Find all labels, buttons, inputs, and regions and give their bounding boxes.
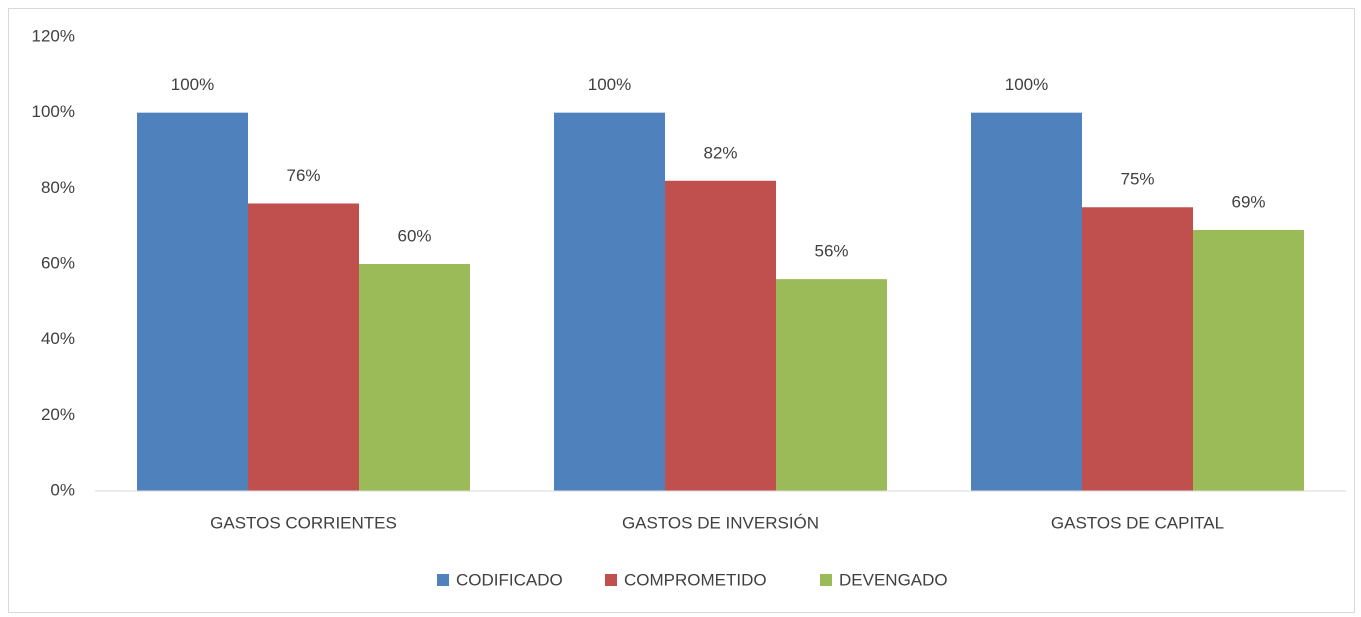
- y-tick-label: 40%: [41, 329, 75, 348]
- legend-swatch: [820, 574, 832, 586]
- legend-swatch: [605, 574, 617, 586]
- data-label: 75%: [1120, 170, 1154, 189]
- bar: [1193, 229, 1304, 491]
- bar: [665, 180, 776, 491]
- legend-label: COMPROMETIDO: [624, 570, 767, 589]
- x-tick-label: GASTOS CORRIENTES: [210, 513, 397, 532]
- bar: [971, 112, 1082, 492]
- data-label: 100%: [1005, 75, 1048, 94]
- legend-label: DEVENGADO: [839, 570, 948, 589]
- bar: [554, 112, 665, 492]
- y-tick-label: 20%: [41, 405, 75, 424]
- bar: [137, 112, 248, 492]
- y-tick-label: 60%: [41, 253, 75, 272]
- legend-swatch: [437, 574, 449, 586]
- data-label: 60%: [397, 226, 431, 245]
- y-tick-label: 80%: [41, 178, 75, 197]
- data-label: 82%: [703, 143, 737, 162]
- y-tick-label: 0%: [50, 480, 75, 499]
- bar: [776, 279, 887, 491]
- bar: [359, 264, 470, 491]
- legend-label: CODIFICADO: [456, 570, 563, 589]
- data-label: 100%: [171, 75, 214, 94]
- y-tick-label: 120%: [32, 26, 75, 45]
- data-label: 56%: [814, 242, 848, 261]
- x-tick-label: GASTOS DE CAPITAL: [1051, 513, 1224, 532]
- y-tick-label: 100%: [32, 102, 75, 121]
- x-tick-label: GASTOS DE INVERSIÓN: [622, 513, 819, 532]
- bar: [1082, 207, 1193, 491]
- data-label: 100%: [588, 75, 631, 94]
- data-label: 69%: [1231, 192, 1265, 211]
- data-label: 76%: [286, 166, 320, 185]
- bar: [248, 203, 359, 491]
